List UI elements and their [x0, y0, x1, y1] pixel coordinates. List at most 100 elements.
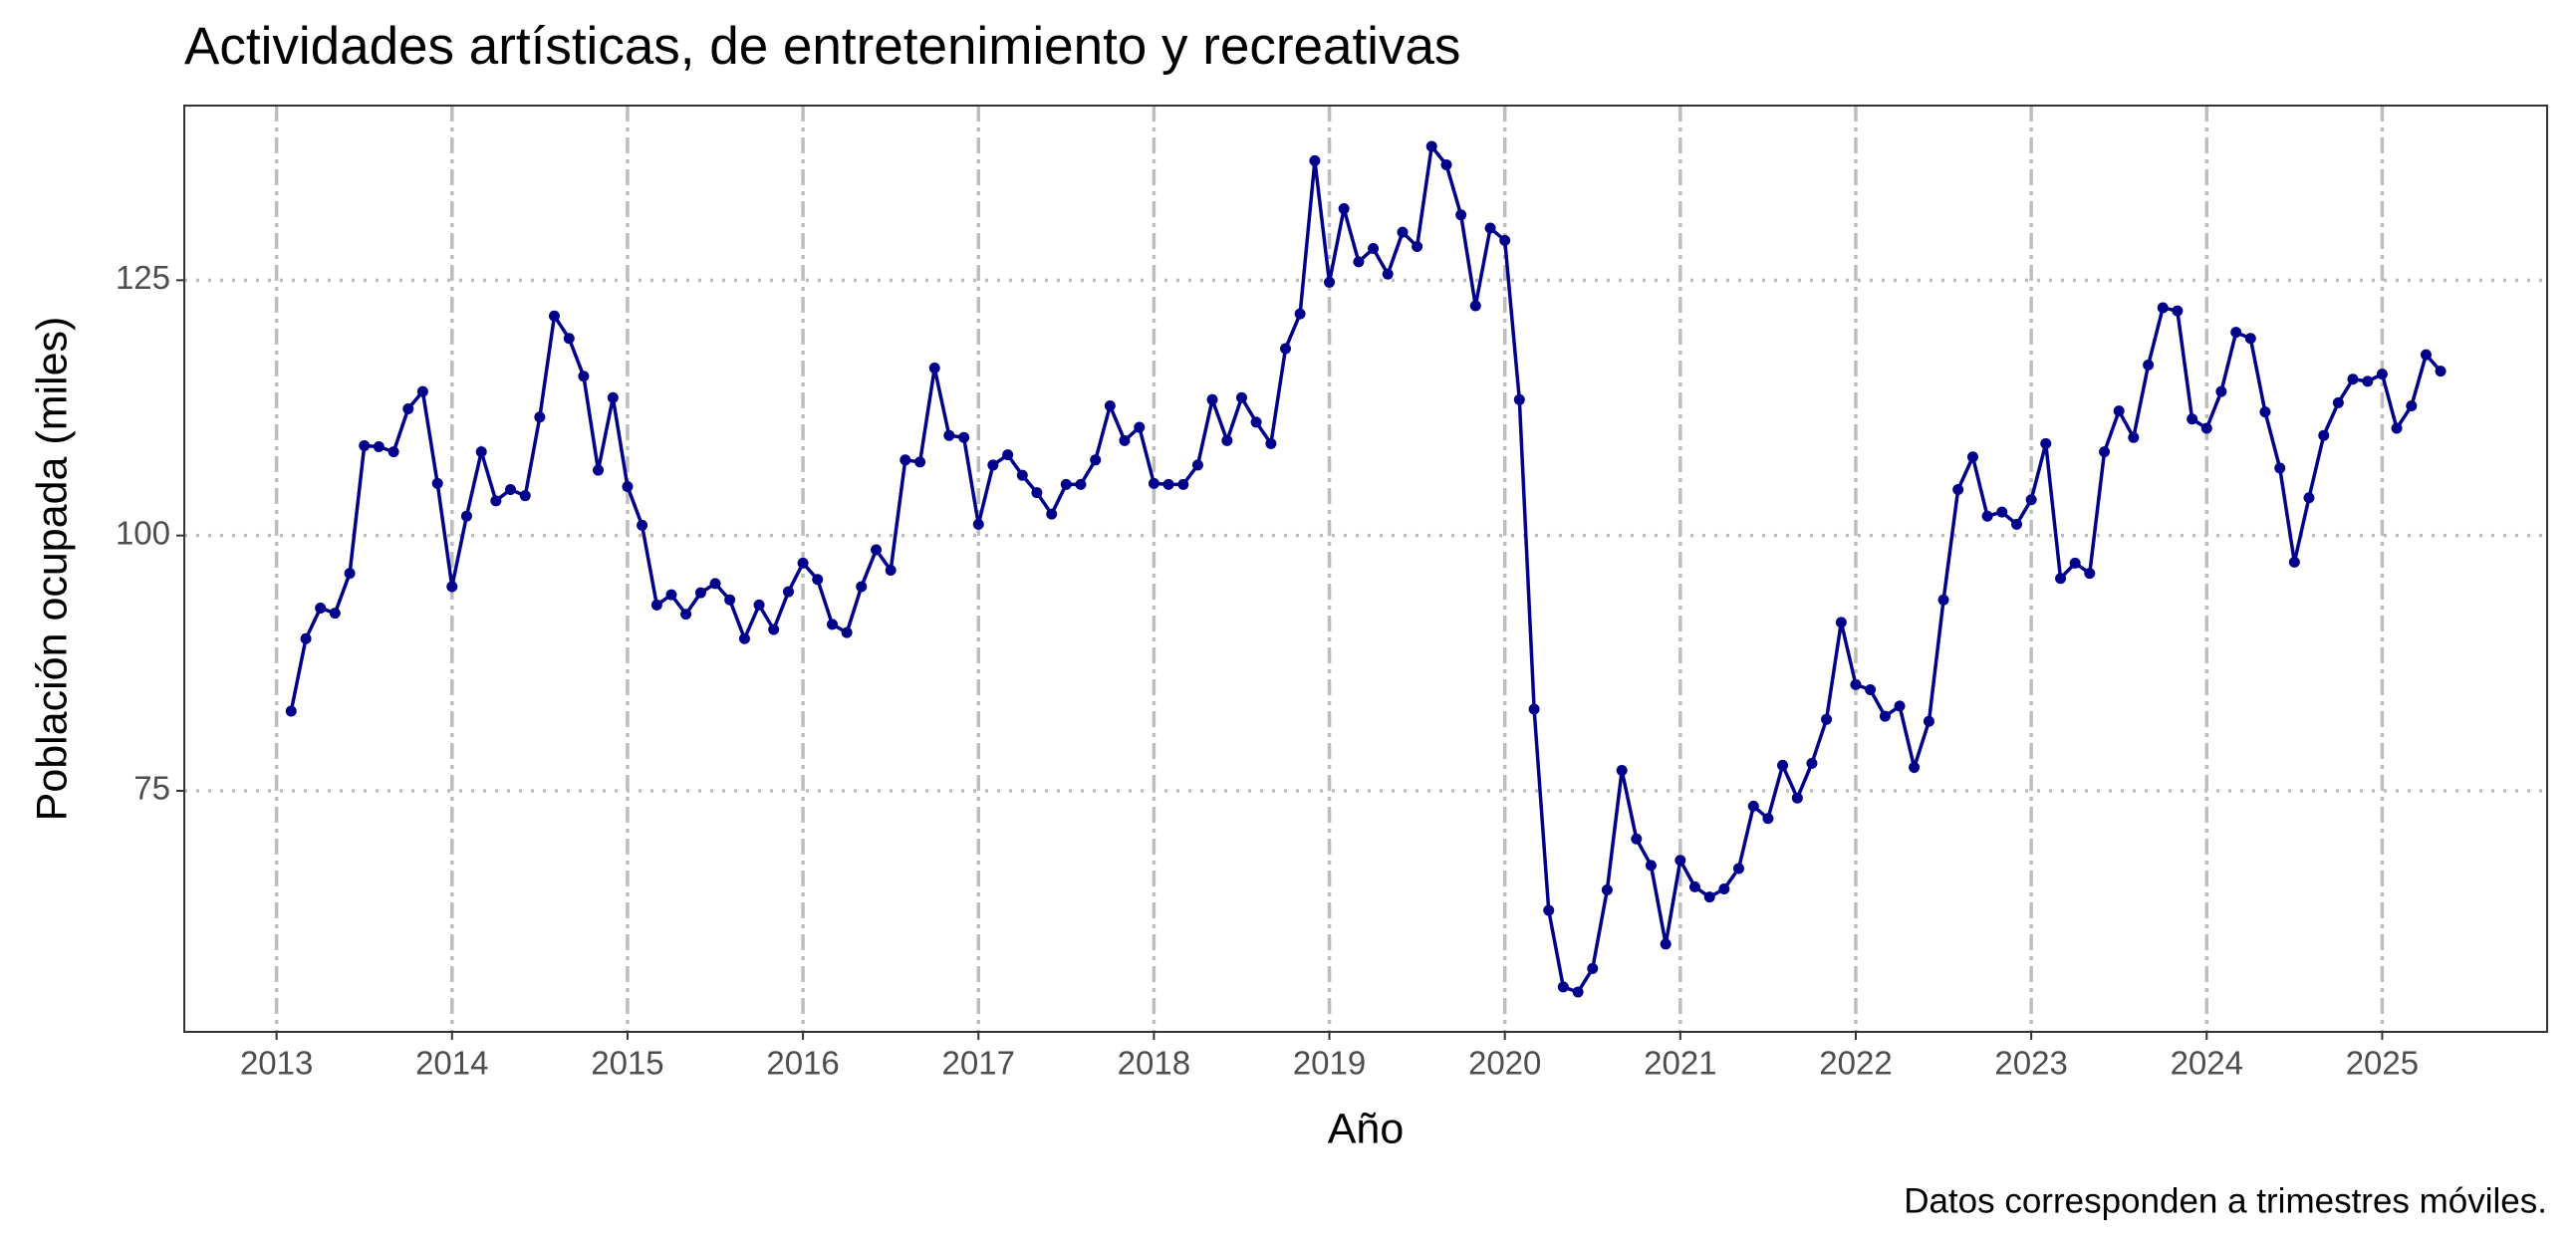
- data-point: [1777, 759, 1789, 771]
- data-point: [2215, 385, 2227, 397]
- data-point: [1923, 715, 1934, 727]
- data-point: [578, 371, 590, 382]
- data-point: [1513, 393, 1525, 405]
- data-point: [1309, 154, 1321, 166]
- data-point: [1235, 391, 1247, 403]
- data-point: [1324, 276, 1336, 288]
- data-point: [1952, 484, 1964, 496]
- y-axis-title: Población ocupada (miles): [28, 317, 76, 822]
- data-point: [1660, 938, 1672, 950]
- data-point: [2025, 494, 2037, 506]
- data-point: [1469, 300, 1481, 312]
- data-point: [1353, 256, 1365, 268]
- data-point: [1206, 393, 1218, 405]
- data-point: [1002, 449, 1014, 461]
- data-point: [1645, 860, 1657, 872]
- data-point: [1060, 478, 1072, 490]
- data-point: [1338, 203, 1350, 215]
- data-point: [548, 310, 560, 322]
- y-tick-label: 100: [116, 514, 170, 551]
- data-point: [1791, 792, 1803, 804]
- data-point: [2084, 568, 2096, 580]
- data-point: [1440, 158, 1452, 170]
- x-tick-label: 2025: [2346, 1045, 2419, 1082]
- data-point: [2244, 333, 2256, 345]
- data-point: [1865, 684, 1877, 696]
- data-point: [2347, 374, 2359, 385]
- data-point: [1294, 308, 1306, 320]
- data-point: [475, 446, 487, 458]
- data-point: [1543, 904, 1555, 916]
- data-point: [1587, 962, 1599, 974]
- data-point: [359, 439, 371, 451]
- data-point: [2143, 359, 2155, 371]
- data-point: [446, 581, 458, 593]
- data-point: [1909, 761, 1921, 773]
- x-tick-label: 2017: [942, 1045, 1015, 1082]
- data-point: [1835, 617, 1847, 628]
- data-point: [622, 480, 634, 492]
- data-point: [900, 454, 911, 466]
- data-point: [812, 574, 824, 586]
- data-point: [2406, 399, 2418, 411]
- data-point: [1382, 268, 1394, 280]
- chart-title: Actividades artísticas, de entretenimien…: [184, 17, 1460, 76]
- data-point: [285, 705, 297, 717]
- data-point: [2420, 349, 2432, 361]
- data-point: [1718, 882, 1730, 894]
- data-point: [665, 589, 677, 601]
- data-point: [1191, 459, 1203, 471]
- data-point: [2172, 305, 2184, 317]
- data-point: [1221, 434, 1233, 446]
- data-point: [871, 544, 883, 556]
- data-point: [753, 599, 765, 611]
- data-point: [856, 581, 868, 593]
- data-point: [1425, 140, 1437, 152]
- data-point: [1484, 222, 1496, 234]
- data-point: [534, 411, 546, 423]
- data-point: [885, 565, 897, 577]
- data-point: [387, 446, 399, 458]
- data-point: [1075, 478, 1087, 490]
- data-point: [1177, 478, 1189, 490]
- data-point: [2200, 422, 2212, 434]
- data-point: [1250, 416, 1262, 428]
- data-point: [1894, 700, 1906, 712]
- data-point: [1631, 833, 1643, 845]
- x-tick-label: 2024: [2171, 1045, 2243, 1082]
- data-point: [1747, 800, 1759, 812]
- data-point: [490, 495, 502, 507]
- data-point: [2069, 557, 2081, 569]
- data-point: [914, 456, 926, 468]
- data-point: [1703, 891, 1715, 903]
- data-point: [1821, 713, 1833, 725]
- data-point: [680, 609, 692, 621]
- data-point: [2288, 556, 2300, 568]
- data-point: [329, 608, 341, 620]
- data-point: [2099, 446, 2111, 458]
- data-point: [709, 578, 721, 590]
- data-point: [2113, 405, 2125, 417]
- x-tick-label: 2023: [1994, 1045, 2067, 1082]
- data-point: [1046, 508, 1058, 520]
- data-point: [1806, 757, 1818, 769]
- data-point: [2230, 327, 2242, 339]
- data-point: [504, 484, 516, 496]
- x-tick-label: 2014: [415, 1045, 488, 1082]
- data-point: [2318, 429, 2330, 441]
- data-point: [2011, 518, 2023, 530]
- data-point: [1572, 986, 1584, 998]
- data-point: [1016, 469, 1028, 481]
- data-point: [607, 391, 619, 403]
- data-point: [2187, 413, 2198, 425]
- data-point: [2376, 369, 2388, 380]
- data-point: [1879, 710, 1891, 722]
- data-point: [724, 594, 736, 606]
- plot-border: [183, 105, 2548, 1033]
- data-point: [2157, 302, 2169, 314]
- x-tick-label: 2018: [1118, 1045, 1190, 1082]
- x-tick-label: 2016: [766, 1045, 839, 1082]
- data-point: [373, 440, 385, 452]
- data-point: [1162, 478, 1174, 490]
